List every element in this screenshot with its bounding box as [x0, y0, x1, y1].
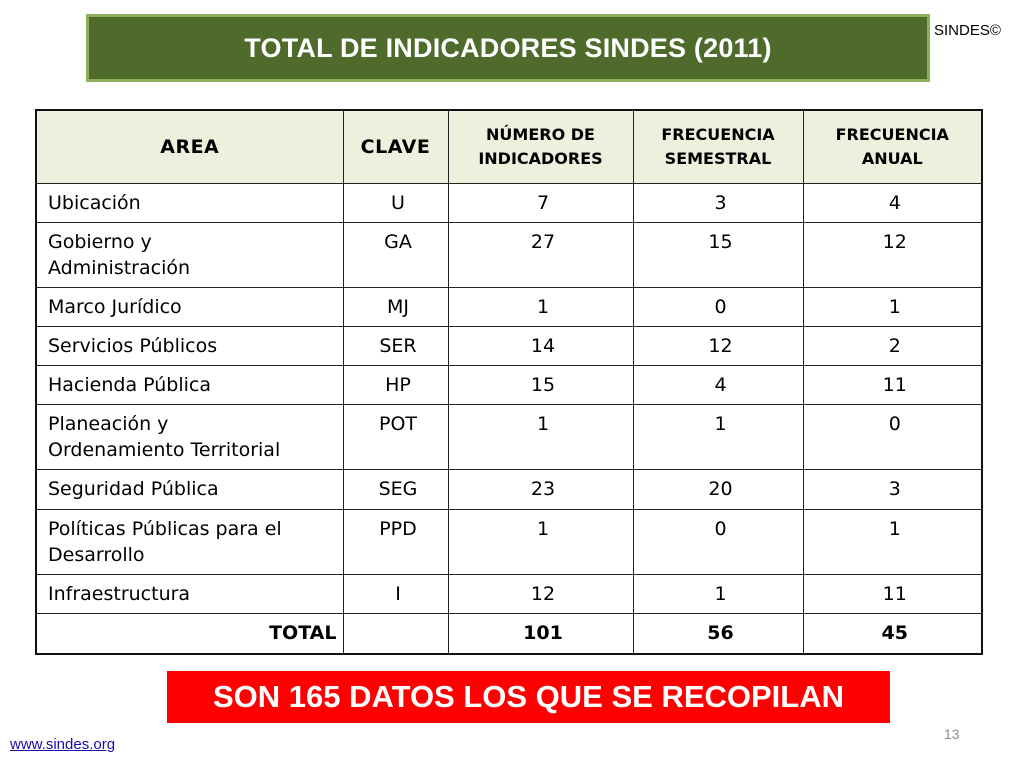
indicators-table: AREA CLAVE NÚMERO DE INDICADORES FRECUEN… — [35, 109, 983, 655]
table-row: Hacienda Pública HP 15 4 11 — [35, 364, 983, 405]
cell-numero: 7 — [447, 182, 634, 223]
header-row: AREA CLAVE NÚMERO DE INDICADORES FRECUEN… — [35, 109, 983, 184]
cell-numero: 23 — [447, 468, 634, 510]
cell-anual: 11 — [802, 364, 983, 405]
cell-semestral: 15 — [632, 221, 804, 288]
callout-banner: SON 165 DATOS LOS QUE SE RECOPILAN — [167, 671, 890, 723]
area-line1: Hacienda Pública — [48, 373, 212, 396]
area-line1: Políticas Públicas para el — [48, 517, 282, 540]
cell-clave: SEG — [342, 468, 449, 510]
area-line1: Marco Jurídico — [48, 295, 182, 318]
cell-numero: 1 — [447, 403, 634, 470]
cell-semestral: 0 — [632, 508, 804, 575]
table-row: Ubicación U 7 3 4 — [35, 182, 983, 223]
table-row: Gobierno y Administración GA 27 15 12 — [35, 221, 983, 288]
area-line1: Servicios Públicos — [48, 334, 218, 357]
header-semestral: FRECUENCIA SEMESTRAL — [632, 109, 804, 184]
table-row: Políticas Públicas para el Desarrollo PP… — [35, 508, 983, 575]
table-body: Ubicación U 7 3 4 Gobierno y Administrac… — [35, 182, 983, 655]
area-line2: Administración — [48, 256, 191, 279]
header-anual-line2: ANUAL — [861, 148, 923, 168]
header-anual-line1: FRECUENCIA — [835, 124, 949, 144]
cell-area: Hacienda Pública — [35, 364, 344, 405]
cell-clave: U — [342, 182, 449, 223]
cell-area: Gobierno y Administración — [35, 221, 344, 288]
cell-numero: 1 — [447, 508, 634, 575]
table-row: Marco Jurídico MJ 1 0 1 — [35, 286, 983, 327]
website-link[interactable]: www.sindes.org — [10, 736, 116, 753]
header-clave: CLAVE — [342, 109, 449, 184]
table-row: Planeación y Ordenamiento Territorial PO… — [35, 403, 983, 470]
table-header: AREA CLAVE NÚMERO DE INDICADORES FRECUEN… — [35, 109, 983, 184]
cell-area: Políticas Públicas para el Desarrollo — [35, 508, 344, 575]
brand-mark: SINDES© — [934, 22, 1001, 39]
cell-clave: GA — [342, 221, 449, 288]
total-row: TOTAL 101 56 45 — [35, 612, 983, 655]
cell-clave: I — [342, 573, 449, 614]
cell-clave: POT — [342, 403, 449, 470]
cell-clave: PPD — [342, 508, 449, 575]
cell-numero: 15 — [447, 364, 634, 405]
cell-semestral: 20 — [632, 468, 804, 510]
cell-anual: 0 — [802, 403, 983, 470]
cell-semestral: 1 — [632, 573, 804, 614]
cell-semestral: 4 — [632, 364, 804, 405]
area-line1: Planeación y — [48, 412, 169, 435]
cell-anual: 1 — [802, 508, 983, 575]
header-numero: NÚMERO DE INDICADORES — [447, 109, 634, 184]
cell-anual: 1 — [802, 286, 983, 327]
cell-area: Marco Jurídico — [35, 286, 344, 327]
header-area: AREA — [35, 109, 344, 184]
title-banner: TOTAL DE INDICADORES SINDES (2011) — [86, 14, 930, 82]
header-anual: FRECUENCIA ANUAL — [802, 109, 983, 184]
cell-semestral: 3 — [632, 182, 804, 223]
table-row: Servicios Públicos SER 14 12 2 — [35, 325, 983, 366]
cell-clave: SER — [342, 325, 449, 366]
cell-numero: 14 — [447, 325, 634, 366]
callout-text: SON 165 DATOS LOS QUE SE RECOPILAN — [212, 679, 845, 714]
cell-area: Infraestructura — [35, 573, 344, 614]
header-semestral-line2: SEMESTRAL — [664, 148, 772, 168]
area-line1: Seguridad Pública — [48, 477, 219, 500]
cell-area: Planeación y Ordenamiento Territorial — [35, 403, 344, 470]
header-semestral-line1: FRECUENCIA — [661, 124, 775, 144]
cell-semestral: 1 — [632, 403, 804, 470]
area-line2: Ordenamiento Territorial — [48, 438, 281, 461]
cell-anual: 3 — [802, 468, 983, 510]
table-row: Seguridad Pública SEG 23 20 3 — [35, 468, 983, 510]
cell-numero: 27 — [447, 221, 634, 288]
page-number: 13 — [944, 726, 960, 742]
area-line1: Ubicación — [48, 191, 141, 214]
cell-area: Ubicación — [35, 182, 344, 223]
cell-semestral: 0 — [632, 286, 804, 327]
header-numero-line1: NÚMERO DE — [486, 124, 595, 144]
area-line1: Infraestructura — [48, 582, 191, 605]
slide-title: TOTAL DE INDICADORES SINDES (2011) — [244, 32, 772, 63]
cell-clave: HP — [342, 364, 449, 405]
total-clave — [342, 612, 449, 655]
cell-area: Seguridad Pública — [35, 468, 344, 510]
table-row: Infraestructura I 12 1 11 — [35, 573, 983, 614]
cell-clave: MJ — [342, 286, 449, 327]
cell-semestral: 12 — [632, 325, 804, 366]
cell-numero: 1 — [447, 286, 634, 327]
cell-anual: 11 — [802, 573, 983, 614]
area-line1: Gobierno y — [48, 230, 152, 253]
header-numero-line2: INDICADORES — [478, 148, 603, 168]
cell-anual: 4 — [802, 182, 983, 223]
total-numero: 101 — [447, 612, 634, 655]
total-semestral: 56 — [632, 612, 804, 655]
total-anual: 45 — [802, 612, 983, 655]
total-label: TOTAL — [35, 612, 344, 655]
cell-anual: 12 — [802, 221, 983, 288]
cell-anual: 2 — [802, 325, 983, 366]
cell-area: Servicios Públicos — [35, 325, 344, 366]
cell-numero: 12 — [447, 573, 634, 614]
area-line2: Desarrollo — [48, 543, 145, 566]
